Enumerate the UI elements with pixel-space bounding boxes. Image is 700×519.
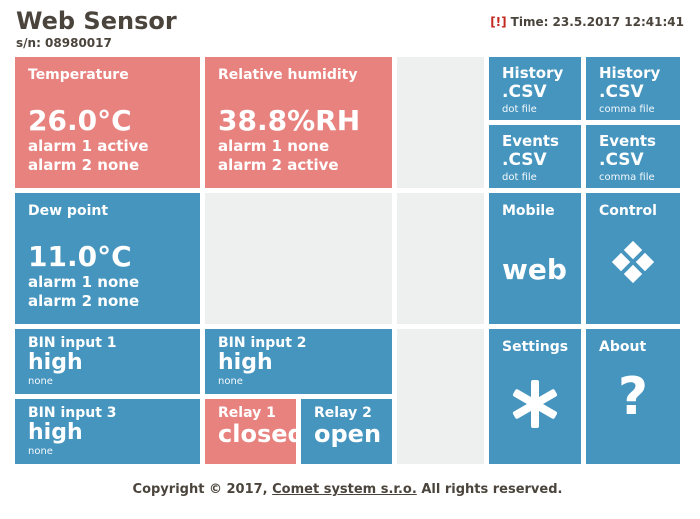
page-header: Web Sensor s/n: 08980017 [!] Time: 23.5.2… <box>0 0 700 51</box>
relay-1-label: Relay 1 <box>218 405 276 422</box>
bin-input-3-sub: none <box>28 446 53 458</box>
copyright-prefix: Copyright © 2017, <box>132 482 273 498</box>
mobile-label: Mobile <box>502 203 555 220</box>
temperature-alarm1: alarm 1 active <box>28 137 149 156</box>
history-comma-label: History <box>599 64 661 83</box>
bin-input-2-sub: none <box>218 376 243 388</box>
tile-events-comma[interactable]: Events .CSV comma file <box>586 125 680 189</box>
tile-control[interactable]: Control <box>586 193 680 325</box>
tile-settings[interactable]: Settings <box>489 329 581 465</box>
bin-input-3-value: high <box>28 420 83 446</box>
history-dot-sub: dot file <box>502 104 537 116</box>
tile-grid: Temperature 26.0°C alarm 1 active alarm … <box>15 57 680 465</box>
tile-events-dot[interactable]: Events .CSV dot file <box>489 125 581 189</box>
dew-point-alarm1: alarm 1 none <box>28 273 140 292</box>
temperature-value: 26.0°C <box>28 104 132 138</box>
empty-cell <box>397 193 484 325</box>
settings-label: Settings <box>502 339 569 356</box>
humidity-alarm1: alarm 1 none <box>218 137 330 156</box>
events-dot-value: .CSV <box>502 150 547 171</box>
humidity-label: Relative humidity <box>218 67 358 84</box>
events-comma-value: .CSV <box>599 150 644 171</box>
bin-input-2-label: BIN input 2 <box>218 335 307 352</box>
dew-point-label: Dew point <box>28 203 109 220</box>
bin-input-1-sub: none <box>28 376 53 388</box>
events-comma-label: Events <box>599 132 656 151</box>
events-dot-label: Events <box>502 132 559 151</box>
tile-humidity: Relative humidity 38.8%RH alarm 1 none a… <box>205 57 392 189</box>
history-dot-label: History <box>502 64 564 83</box>
about-label: About <box>599 339 647 356</box>
alert-icon: [!] <box>490 15 507 29</box>
copyright-suffix: All rights reserved. <box>416 482 563 498</box>
tile-mobile[interactable]: Mobile web <box>489 193 581 325</box>
empty-cell <box>397 57 484 189</box>
relay-pair: Relay 1 closed Relay 2 open <box>205 399 392 465</box>
footer: Copyright © 2017, Comet system s.r.o. Al… <box>15 482 680 497</box>
serial-number: s/n: 08980017 <box>16 36 112 51</box>
bin-input-3-label: BIN input 3 <box>28 405 117 422</box>
control-label: Control <box>599 203 657 220</box>
four-diamonds-icon <box>611 241 655 284</box>
time-text: Time: 23.5.2017 12:41:41 <box>510 15 684 29</box>
asterisk-icon <box>512 380 558 429</box>
tile-relay-2: Relay 2 open <box>301 399 392 465</box>
page-title: Web Sensor <box>16 7 177 35</box>
dew-point-alarm2: alarm 2 none <box>28 291 140 310</box>
tile-history-comma[interactable]: History .CSV comma file <box>586 57 680 121</box>
question-mark-icon: ? <box>617 367 649 428</box>
tile-bin-input-2: BIN input 2 high none <box>205 329 392 395</box>
humidity-value: 38.8%RH <box>218 104 361 138</box>
tile-about[interactable]: About ? <box>586 329 680 465</box>
empty-cell <box>397 329 484 465</box>
events-comma-sub: comma file <box>599 172 655 184</box>
temperature-alarm2: alarm 2 none <box>28 155 140 174</box>
tile-temperature: Temperature 26.0°C alarm 1 active alarm … <box>15 57 200 189</box>
bin-input-1-value: high <box>28 350 83 376</box>
relay-1-value: closed <box>218 420 296 449</box>
temperature-label: Temperature <box>28 67 129 84</box>
tile-bin-input-3: BIN input 3 high none <box>15 399 200 465</box>
dew-point-value: 11.0°C <box>28 240 132 274</box>
events-dot-sub: dot file <box>502 172 537 184</box>
history-dot-value: .CSV <box>502 82 547 103</box>
history-comma-value: .CSV <box>599 82 644 103</box>
humidity-alarm2: alarm 2 active <box>218 155 339 174</box>
empty-cell <box>205 193 392 325</box>
tile-history-dot[interactable]: History .CSV dot file <box>489 57 581 121</box>
history-comma-sub: comma file <box>599 104 655 116</box>
tile-dew-point: Dew point 11.0°C alarm 1 none alarm 2 no… <box>15 193 200 325</box>
time-display: [!] Time: 23.5.2017 12:41:41 <box>490 15 684 29</box>
bin-input-1-label: BIN input 1 <box>28 335 117 352</box>
mobile-value: web <box>502 253 567 287</box>
comet-system-link[interactable]: Comet system s.r.o. <box>272 482 417 498</box>
bin-input-2-value: high <box>218 350 273 376</box>
relay-2-label: Relay 2 <box>314 405 372 422</box>
header-left: Web Sensor s/n: 08980017 <box>16 7 177 51</box>
tile-bin-input-1: BIN input 1 high none <box>15 329 200 395</box>
tile-relay-1: Relay 1 closed <box>205 399 296 465</box>
relay-2-value: open <box>314 420 382 449</box>
